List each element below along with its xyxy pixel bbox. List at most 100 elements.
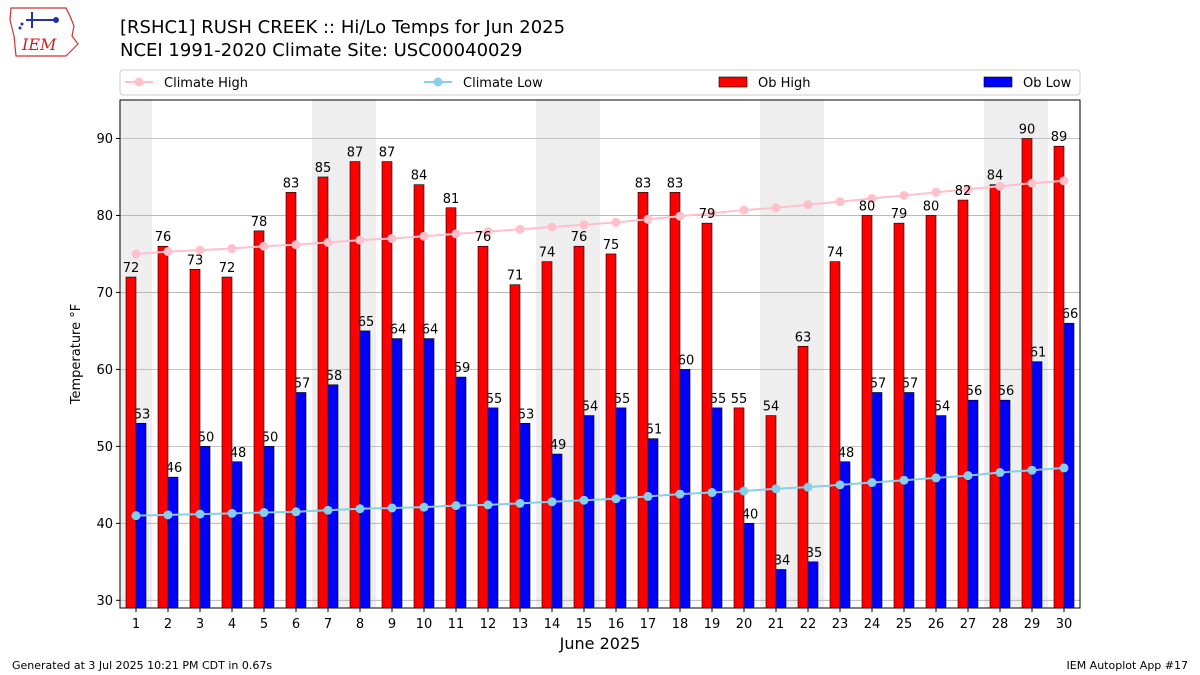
ob-low-label: 54 — [582, 400, 599, 415]
x-tick-label: 27 — [960, 617, 977, 632]
ob-low-bar — [423, 338, 435, 609]
ob-high-label: 85 — [315, 161, 332, 176]
climate-high-point — [515, 224, 525, 234]
ob-high-bar — [861, 215, 873, 609]
x-tick-label: 13 — [512, 617, 529, 632]
climate-low-point — [131, 511, 141, 521]
ob-high-label: 76 — [155, 230, 172, 245]
ob-high-label: 76 — [571, 230, 588, 245]
ob-low-label: 57 — [294, 376, 311, 391]
ob-low-bar — [327, 384, 339, 609]
climate-low-point — [483, 500, 493, 510]
ob-high-label: 80 — [923, 199, 940, 214]
ob-low-label: 56 — [966, 384, 983, 399]
ob-low-bar — [359, 330, 371, 609]
y-tick-label: 50 — [96, 440, 113, 455]
ob-high-bar — [669, 192, 681, 609]
x-tick-label: 28 — [992, 617, 1009, 632]
climate-high-point — [451, 229, 461, 239]
climate-high-point — [483, 227, 493, 237]
ob-high-label: 89 — [1051, 130, 1068, 145]
iem-logo-icon: IEM — [9, 7, 79, 57]
climate-high-point — [835, 197, 845, 207]
ob-high-bar — [573, 245, 585, 609]
climate-high-point — [803, 200, 813, 210]
ob-high-label: 79 — [699, 207, 716, 222]
climate-low-point — [675, 489, 685, 499]
ob-high-label: 83 — [667, 176, 684, 191]
plot-frame — [119, 99, 1081, 609]
ob-high-bar — [1053, 145, 1065, 609]
x-tick-label: 10 — [416, 617, 433, 632]
ob-low-label: 34 — [774, 554, 791, 569]
ob-low-bar — [551, 453, 563, 609]
climate-low-point — [931, 473, 941, 483]
y-tick-label: 30 — [96, 594, 113, 609]
ob-low-label: 54 — [934, 400, 951, 415]
x-tick-label: 8 — [356, 617, 364, 632]
ob-high-bar — [605, 253, 617, 609]
climate-low-point — [739, 486, 749, 496]
ob-high-bar — [413, 184, 425, 609]
x-tick-label: 29 — [1024, 617, 1041, 632]
legend-bar-swatch — [718, 76, 748, 88]
ob-high-label: 81 — [443, 192, 460, 207]
climate-low-point — [259, 508, 269, 518]
ob-low-bar — [903, 392, 915, 609]
ob-low-bar — [615, 407, 627, 609]
ob-low-bar — [679, 369, 691, 609]
ob-low-label: 60 — [678, 353, 695, 368]
ob-low-label: 65 — [358, 315, 375, 330]
climate-high-point — [899, 190, 909, 200]
ob-low-bar — [967, 399, 979, 609]
climate-high-line — [135, 179, 1065, 255]
climate-high-point — [227, 244, 237, 254]
ob-low-bar — [775, 569, 787, 609]
legend-label: Climate High — [164, 76, 248, 91]
ob-low-label: 64 — [390, 323, 407, 338]
climate-low-point — [995, 468, 1005, 478]
climate-high-point — [643, 214, 653, 224]
ob-low-label: 50 — [262, 430, 279, 445]
x-tick-label: 15 — [576, 617, 593, 632]
ob-low-label: 57 — [870, 376, 887, 391]
climate-low-point — [419, 502, 429, 512]
climate-low-line — [135, 466, 1065, 517]
ob-low-bar — [743, 523, 755, 609]
climate-high-point — [931, 187, 941, 197]
ob-low-label: 53 — [134, 407, 151, 422]
ob-low-bar — [391, 338, 403, 609]
climate-high-point — [995, 181, 1005, 191]
x-tick-label: 30 — [1056, 617, 1073, 632]
climate-high-point — [675, 211, 685, 221]
ob-high-label: 74 — [539, 246, 556, 261]
climate-high-point — [1027, 178, 1037, 188]
ob-low-label: 64 — [422, 323, 439, 338]
ob-high-label: 79 — [891, 207, 908, 222]
x-tick-label: 3 — [196, 617, 204, 632]
x-tick-label: 21 — [768, 617, 785, 632]
climate-low-point — [355, 504, 365, 514]
x-tick-label: 9 — [388, 617, 396, 632]
climate-low-point — [771, 484, 781, 494]
ob-low-bar — [647, 438, 659, 609]
ob-high-bar — [445, 207, 457, 609]
climate-high-point — [611, 217, 621, 227]
climate-low-point — [707, 488, 717, 498]
climate-low-point — [867, 478, 877, 488]
climate-low-point — [195, 509, 205, 519]
ob-low-label: 48 — [838, 446, 855, 461]
ob-low-bar — [871, 392, 883, 609]
legend-bar-swatch — [983, 76, 1013, 88]
climate-low-point — [515, 498, 525, 508]
ob-high-bar — [349, 161, 361, 609]
ob-high-bar — [765, 415, 777, 609]
ob-high-bar — [637, 192, 649, 609]
ob-low-bar — [583, 415, 595, 609]
climate-low-point — [803, 482, 813, 492]
ob-high-label: 90 — [1019, 122, 1036, 137]
climate-low-point — [451, 501, 461, 511]
climate-high-point — [739, 205, 749, 215]
y-tick-label: 60 — [96, 363, 113, 378]
climate-high-point — [419, 231, 429, 241]
